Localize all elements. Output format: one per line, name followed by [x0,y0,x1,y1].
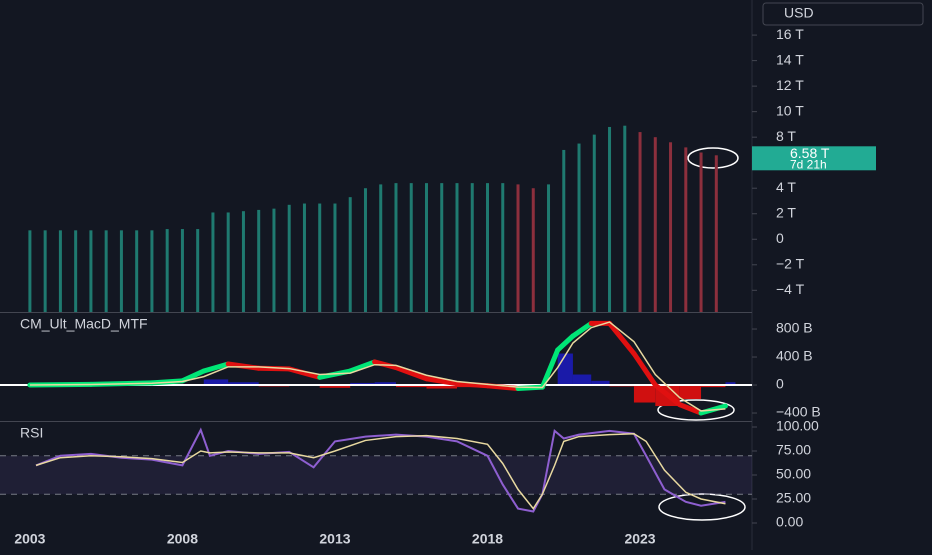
y-tick-label: −4 T [776,281,805,297]
bar [379,184,382,312]
y-tick-label: 25.00 [776,490,811,506]
y-tick-label: 0 [776,230,784,246]
bar [669,142,672,312]
band-fill [0,456,752,494]
bar [135,230,138,312]
bar [333,204,336,312]
y-tick-label: 400 B [776,348,813,364]
x-tick-label: 2008 [167,531,198,547]
bar [532,188,535,312]
bar [394,183,397,312]
bar [272,209,275,312]
bar [455,183,458,312]
bar [211,212,214,312]
bar [639,132,642,312]
bar [608,127,611,312]
y-tick-label: 800 B [776,320,813,336]
y-tick-label: 8 T [776,128,796,144]
bar [44,230,47,312]
bar [74,230,77,312]
bar [105,230,108,312]
bar [181,229,184,312]
bar [28,230,31,312]
bar [89,230,92,312]
y-tick-label: 100.00 [776,418,819,434]
y-tick-label: 0.00 [776,514,803,530]
bar [318,204,321,312]
bar [242,211,245,312]
bar [59,230,62,312]
x-tick-label: 2013 [319,531,350,547]
bar [288,205,291,312]
bar [593,135,596,312]
histogram-bar [634,385,655,402]
bar [578,144,581,312]
bar [227,212,230,312]
currency[interactable]: USD [784,5,814,21]
y-tick-label: 12 T [776,77,804,93]
bar [715,155,718,312]
y-tick-label: 4 T [776,179,796,195]
bar [410,183,413,312]
bar [196,229,199,312]
bar [517,184,520,312]
pane-title: CM_Ult_MacD_MTF [20,316,148,332]
countdown-label: 7d 21h [790,157,827,171]
histogram-bar [680,385,701,399]
bar [700,152,703,312]
bar [440,183,443,312]
bar [364,188,367,312]
x-tick-label: 2003 [14,531,45,547]
y-tick-label: 75.00 [776,442,811,458]
bar [120,230,123,312]
y-tick-label: 2 T [776,204,796,220]
bar [303,204,306,312]
y-tick-label: 14 T [776,51,804,67]
pane-title: RSI [20,425,43,441]
bar [562,150,565,312]
histogram-bar [558,354,573,385]
y-tick-label: 16 T [776,26,804,42]
y-tick-label: 0 [776,376,784,392]
y-tick-label: 10 T [776,102,804,118]
bar [257,210,260,312]
x-tick-label: 2018 [472,531,503,547]
bar [471,183,474,312]
bar [654,137,657,312]
bar [623,126,626,312]
bar [486,183,489,312]
bar [501,183,504,312]
bar [150,230,153,312]
bar [547,184,550,312]
y-tick-label: 50.00 [776,466,811,482]
bar [166,229,169,312]
bar [349,197,352,312]
histogram-bar [573,375,591,385]
bar [425,183,428,312]
y-tick-label: −2 T [776,255,805,271]
bar [684,147,687,312]
x-tick-label: 2023 [624,531,655,547]
